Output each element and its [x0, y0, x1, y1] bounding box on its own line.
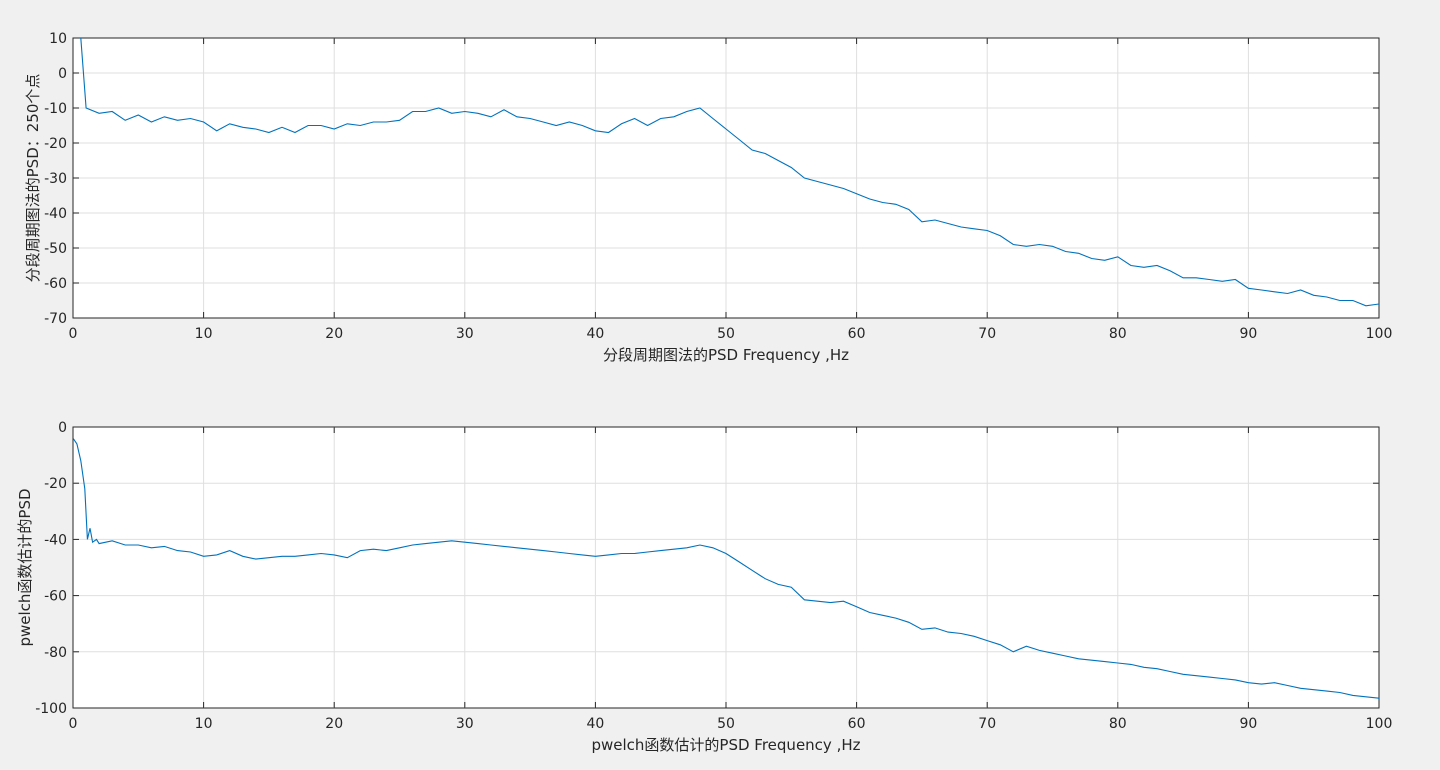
- x-tick-label: 50: [717, 326, 735, 342]
- x-tick-label: 60: [848, 326, 866, 342]
- x-tick-label: 30: [456, 716, 474, 732]
- x-tick-label: 10: [195, 716, 213, 732]
- x-tick-label: 30: [456, 326, 474, 342]
- y-tick-label: -20: [44, 476, 67, 492]
- y-tick-label: -60: [44, 276, 67, 292]
- y-tick-label: 10: [49, 31, 67, 47]
- x-tick-label: 0: [69, 716, 78, 732]
- x-tick-label: 90: [1239, 716, 1257, 732]
- y-tick-label: 0: [58, 66, 67, 82]
- y-tick-label: -50: [44, 241, 67, 257]
- y-tick-label: -10: [44, 101, 67, 117]
- x-tick-label: 80: [1109, 716, 1127, 732]
- grid-bottom: [73, 427, 1379, 708]
- x-tick-label: 90: [1239, 326, 1257, 342]
- x-tick-label: 10: [195, 326, 213, 342]
- ticks-bottom: 0 10 20 30 40 50 60 70 80 90 100 -100 -80 -60 -40 -20 0: [35, 420, 1392, 732]
- x-tick-label: 40: [586, 326, 604, 342]
- series-bottom: [73, 437, 1379, 699]
- y-tick-label: -20: [44, 136, 67, 152]
- x-tick-label: 100: [1366, 326, 1393, 342]
- x-tick-label: 70: [978, 716, 996, 732]
- y-axis-label-bottom: pwelch函数估计的PSD: [16, 488, 34, 646]
- y-axis-label-top: 分段周期图法的PSD：250个点: [24, 74, 42, 283]
- series-top: [80, 38, 1379, 307]
- y-tick-label: -30: [44, 171, 67, 187]
- x-tick-label: 20: [325, 326, 343, 342]
- x-tick-label: 60: [848, 716, 866, 732]
- y-tick-label: -100: [35, 701, 67, 717]
- x-tick-label: 70: [978, 326, 996, 342]
- y-tick-label: -40: [44, 206, 67, 222]
- x-tick-label: 80: [1109, 326, 1127, 342]
- y-tick-label: 0: [58, 420, 67, 436]
- y-tick-label: -70: [44, 311, 67, 327]
- x-tick-label: 20: [325, 716, 343, 732]
- y-tick-label: -60: [44, 589, 67, 605]
- y-tick-label: -80: [44, 645, 67, 661]
- x-axis-label-top: 分段周期图法的PSD Frequency ,Hz: [603, 346, 849, 364]
- ticks-top: 0 10 20 30 40 50 60 70 80 90 100-70-60-50-40-30-20…: [44, 31, 1392, 342]
- grid-top: [73, 38, 1379, 318]
- axes-psd-pwelch: 0 10 20 30 40 50 60 70 80 90 100 -100 -80 -60 -40 -200 …: [16, 420, 1392, 754]
- x-tick-label: 50: [717, 716, 735, 732]
- psd-line: [73, 437, 1379, 699]
- x-tick-label: 100: [1366, 716, 1393, 732]
- psd-line: [80, 38, 1379, 307]
- y-tick-label: -40: [44, 532, 67, 548]
- axes-psd-segment-periodogram: 0 10 20 30 40 50 60 70 80 90 100-70-60-50-40-30-20…: [24, 31, 1392, 364]
- x-tick-label: 40: [586, 716, 604, 732]
- x-tick-label: 0: [69, 326, 78, 342]
- x-axis-label-bottom: pwelch函数估计的PSD Frequency ,Hz: [591, 736, 860, 754]
